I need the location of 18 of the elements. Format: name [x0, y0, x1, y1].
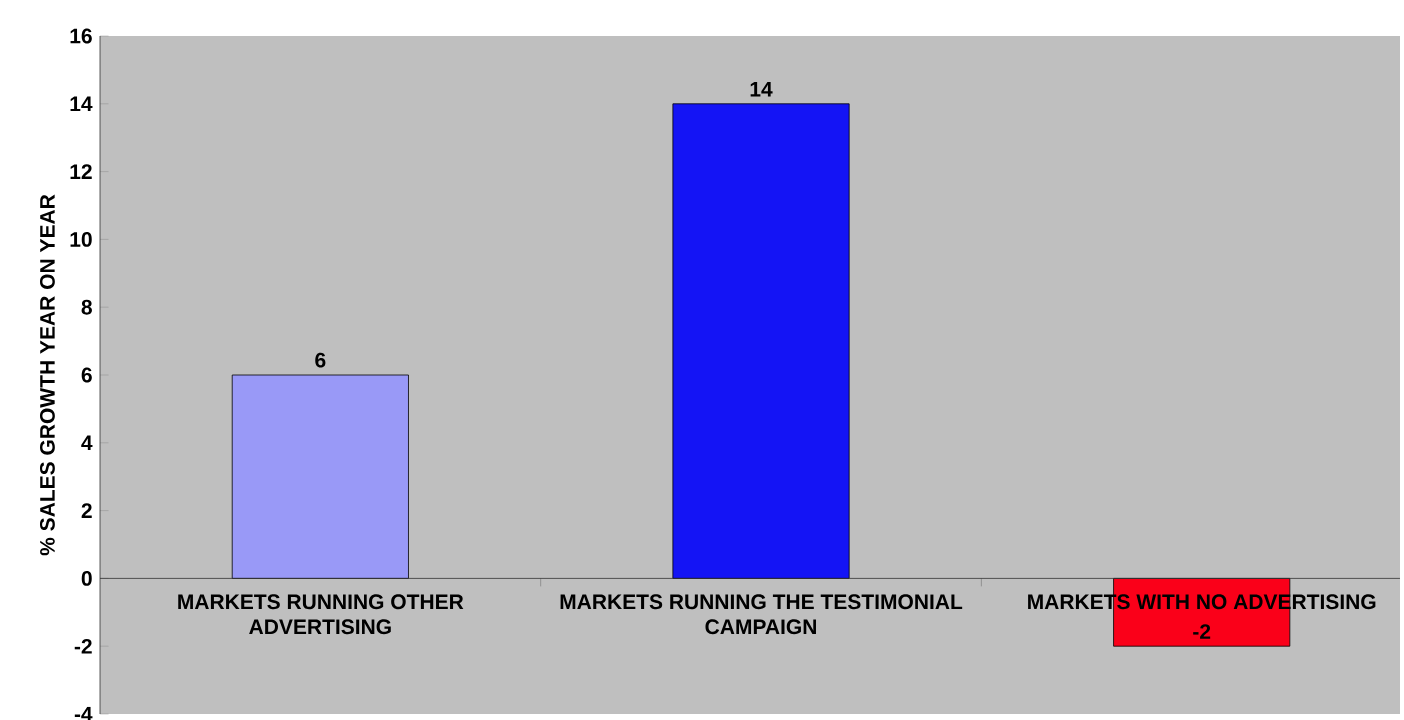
data-label: 14	[750, 81, 773, 97]
y-tick-label: 16	[70, 28, 92, 44]
y-tick-label: 8	[81, 299, 92, 315]
x-tick-label: MARKETS RUNNING THE TESTIMONIAL CAMPAIGN	[560, 594, 963, 635]
bar	[231, 374, 409, 579]
data-label: -2	[1193, 624, 1211, 639]
y-tick-label: 0	[81, 570, 92, 586]
y-tick-label: -2	[74, 638, 92, 654]
bar	[672, 103, 850, 579]
data-label: 6	[315, 352, 326, 368]
y-tick-label: 10	[70, 231, 92, 247]
y-axis-title: % SALES GROWTH YEAR ON YEAR	[40, 194, 55, 556]
y-tick-label: 4	[81, 435, 93, 451]
y-tick-label: 2	[81, 503, 92, 518]
x-tick-label: MARKETS RUNNING OTHER ADVERTISING	[178, 594, 464, 635]
y-tick-label: 12	[70, 164, 92, 179]
y-tick-label: 14	[70, 96, 93, 112]
y-tick-label: 6	[81, 367, 92, 383]
